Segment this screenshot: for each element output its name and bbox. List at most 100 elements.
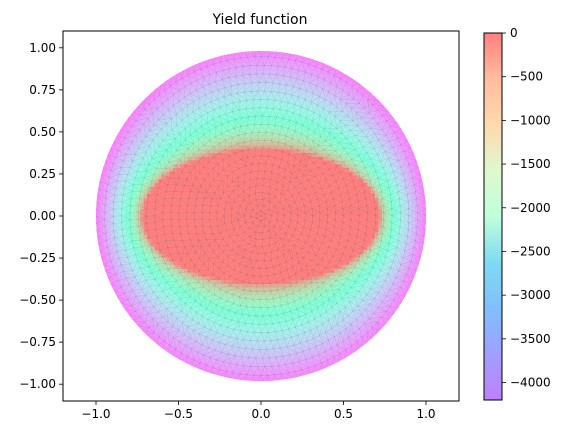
field-cell xyxy=(319,182,324,187)
field-cell xyxy=(323,152,328,157)
field-cell xyxy=(129,115,134,120)
field-cell xyxy=(294,290,299,296)
field-cell xyxy=(180,339,185,344)
field-cell xyxy=(191,141,196,146)
field-cell xyxy=(239,283,244,288)
field-cell xyxy=(294,159,299,165)
field-cell xyxy=(228,174,233,180)
field-cell xyxy=(316,227,321,232)
field-cell xyxy=(132,111,137,116)
field-cell xyxy=(297,126,302,131)
field-cell xyxy=(301,260,306,266)
field-cell xyxy=(305,358,310,363)
field-cell xyxy=(228,253,233,258)
field-cell xyxy=(154,193,159,198)
field-cell xyxy=(261,137,266,142)
field-cell xyxy=(301,227,306,232)
field-cell xyxy=(268,156,273,161)
field-cell xyxy=(220,216,225,221)
field-cell xyxy=(250,182,255,187)
field-cell xyxy=(213,320,218,325)
field-cell xyxy=(235,335,240,340)
field-cell xyxy=(129,249,134,254)
field-cell xyxy=(224,257,229,262)
field-cell xyxy=(246,66,251,71)
field-cell xyxy=(169,88,174,94)
field-cell xyxy=(253,122,258,127)
field-cell xyxy=(257,257,262,262)
field-cell xyxy=(125,159,130,165)
field-cell xyxy=(316,201,321,206)
field-cell xyxy=(154,178,159,183)
field-cell xyxy=(169,290,174,296)
field-cell xyxy=(305,122,310,127)
field-cell xyxy=(301,245,306,251)
field-cell xyxy=(224,339,229,344)
field-cell xyxy=(290,178,295,183)
field-cell xyxy=(140,141,145,146)
field-cell xyxy=(224,118,229,124)
field-cell xyxy=(305,316,310,322)
field-cell xyxy=(228,287,233,292)
field-cell xyxy=(162,305,167,311)
field-cell xyxy=(297,115,302,120)
field-cell xyxy=(268,369,273,374)
field-cell xyxy=(165,88,170,94)
field-cell xyxy=(305,313,310,318)
field-cell xyxy=(187,186,192,191)
field-cell xyxy=(129,163,134,169)
field-cell xyxy=(242,335,247,340)
field-cell xyxy=(103,197,108,202)
field-cell xyxy=(279,73,284,79)
field-cell xyxy=(286,372,291,378)
field-cell xyxy=(231,260,236,266)
field-cell xyxy=(136,130,141,135)
field-cell xyxy=(151,201,156,206)
field-cell xyxy=(235,51,240,56)
field-cell xyxy=(279,133,284,139)
field-cell xyxy=(327,193,332,198)
field-cell xyxy=(312,253,317,258)
field-cell xyxy=(305,81,310,86)
field-cell xyxy=(176,346,181,352)
field-cell xyxy=(121,171,126,176)
field-cell xyxy=(305,100,310,105)
field-cell xyxy=(187,130,192,135)
field-cell xyxy=(129,201,134,206)
field-cell xyxy=(250,178,255,183)
field-cell xyxy=(220,88,225,94)
field-cell xyxy=(129,272,134,277)
field-cell xyxy=(268,178,273,183)
field-cell xyxy=(231,305,236,311)
field-cell xyxy=(257,223,262,228)
field-cell xyxy=(180,283,185,288)
field-cell xyxy=(213,212,218,217)
field-cell xyxy=(294,234,299,240)
field-cell xyxy=(312,245,317,251)
field-cell xyxy=(283,223,288,228)
field-cell xyxy=(261,81,266,86)
field-cell xyxy=(301,197,306,202)
field-cell xyxy=(209,115,214,120)
field-cell xyxy=(290,245,295,251)
field-cell xyxy=(231,118,236,124)
field-cell xyxy=(187,272,192,277)
field-cell xyxy=(319,227,324,232)
field-cell xyxy=(286,294,291,299)
field-cell xyxy=(242,111,247,116)
field-cell xyxy=(286,167,291,172)
field-cell xyxy=(257,253,262,258)
field-cell xyxy=(257,290,262,296)
field-cell xyxy=(118,234,123,240)
field-cell xyxy=(275,152,280,157)
field-cell xyxy=(308,100,313,105)
field-cell xyxy=(319,152,324,157)
field-cell xyxy=(151,264,156,269)
field-cell xyxy=(173,159,178,165)
field-cell xyxy=(305,369,310,374)
field-cell xyxy=(242,88,247,94)
field-cell xyxy=(253,260,258,266)
field-cell xyxy=(147,275,152,281)
field-cell xyxy=(272,260,277,266)
field-cell xyxy=(206,137,211,142)
